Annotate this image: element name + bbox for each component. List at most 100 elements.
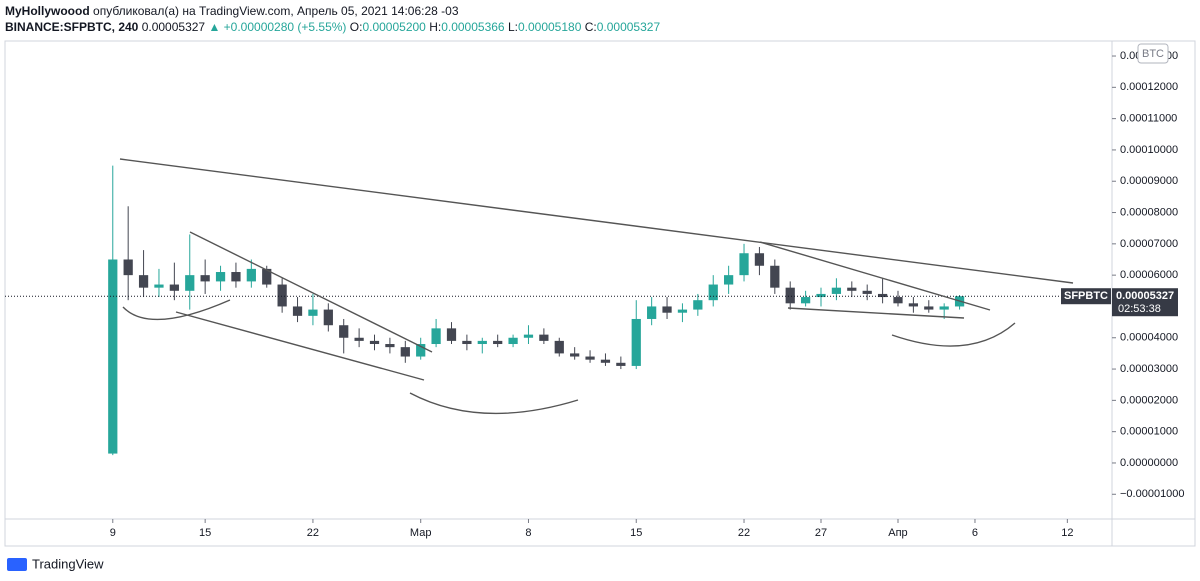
author: MyHollywoood bbox=[5, 4, 90, 18]
y-tick-label: 0.00006000 bbox=[1120, 269, 1178, 281]
trend-line bbox=[189, 231, 433, 353]
candle-body bbox=[246, 268, 256, 282]
arc bbox=[891, 322, 1016, 347]
candle-body bbox=[323, 309, 333, 326]
candle-body bbox=[416, 344, 426, 357]
candle-body bbox=[231, 272, 241, 282]
x-tick-label: 15 bbox=[630, 527, 642, 539]
candle-body bbox=[908, 303, 919, 307]
price-tag-symbol: SFPBTC bbox=[1064, 290, 1108, 302]
candle-body bbox=[800, 297, 811, 304]
header-line: MyHollywoood опубликовал(а) на TradingVi… bbox=[5, 3, 660, 19]
candle-body bbox=[770, 265, 780, 288]
candle-body bbox=[816, 293, 826, 298]
candle-body bbox=[585, 356, 595, 360]
candle-body bbox=[631, 318, 641, 366]
candle-body bbox=[600, 359, 611, 363]
l-label: L: bbox=[507, 20, 518, 34]
logo bbox=[7, 558, 27, 571]
y-tick-label: 0.00009000 bbox=[1120, 175, 1178, 187]
candle-body bbox=[431, 328, 441, 345]
candle-body bbox=[570, 353, 580, 357]
candle-body bbox=[169, 284, 179, 291]
candle-body bbox=[939, 306, 949, 310]
price-tag-countdown: 02:53:38 bbox=[1118, 303, 1161, 315]
y-tick-label: 0.00002000 bbox=[1120, 394, 1178, 406]
candle-body bbox=[477, 340, 487, 345]
y-tick-label: −0.00001000 bbox=[1120, 488, 1185, 500]
candle-body bbox=[138, 275, 149, 288]
c-label: C: bbox=[584, 20, 597, 34]
trend-line bbox=[119, 158, 1074, 284]
x-tick-label: Мар bbox=[410, 527, 432, 539]
price-tag-symbol-bg bbox=[1061, 288, 1111, 305]
plot bbox=[5, 165, 1112, 456]
candle-body bbox=[185, 275, 195, 291]
candle-body bbox=[616, 362, 626, 366]
x-tick-label: 22 bbox=[307, 527, 319, 539]
candle-body bbox=[862, 290, 872, 294]
candle-body bbox=[154, 284, 164, 288]
y-tick-label: 0.00008000 bbox=[1120, 206, 1178, 218]
x-tick-label: 9 bbox=[110, 527, 116, 539]
candle-body bbox=[123, 259, 133, 276]
y-tick-label: 0.00010000 bbox=[1120, 144, 1178, 156]
candle-body bbox=[539, 334, 549, 341]
logo-icon bbox=[7, 558, 27, 571]
candle-body bbox=[677, 309, 688, 313]
price-tag-price: 0.00005327 bbox=[1116, 290, 1174, 302]
candle-body bbox=[108, 259, 118, 454]
y-tick-label: 0.00011000 bbox=[1120, 113, 1177, 125]
y-tick-label: 0.00012000 bbox=[1120, 81, 1178, 93]
h-label: H: bbox=[429, 20, 442, 34]
currency-badge bbox=[1137, 43, 1169, 64]
y-tick-label: 0.00003000 bbox=[1120, 363, 1178, 375]
price-tag-bg bbox=[1112, 288, 1178, 317]
y-tick-label: 0.00004000 bbox=[1120, 332, 1178, 344]
trend-line bbox=[175, 311, 425, 381]
candle-body bbox=[877, 293, 888, 298]
frame bbox=[4, 40, 1196, 547]
o: 0.00005200 bbox=[362, 20, 426, 34]
h: 0.00005366 bbox=[441, 20, 505, 34]
y-tick-label: 0.00001000 bbox=[1120, 426, 1178, 438]
candle-body bbox=[200, 275, 210, 282]
candle-body bbox=[339, 325, 349, 338]
candle-body bbox=[508, 337, 518, 345]
symbol: BINANCE:SFPBTC, 240 bbox=[5, 20, 139, 34]
candle-body bbox=[215, 272, 226, 282]
drawings bbox=[119, 158, 1074, 415]
candle-body bbox=[847, 287, 857, 291]
candle-body bbox=[693, 300, 703, 310]
candle-body bbox=[647, 306, 657, 319]
candle-body bbox=[708, 284, 718, 301]
candle-body bbox=[369, 340, 380, 345]
candle-body bbox=[277, 284, 287, 307]
candle-body bbox=[924, 306, 934, 310]
candle-body bbox=[308, 309, 318, 316]
candle-body bbox=[446, 328, 457, 341]
candle-body bbox=[462, 340, 472, 345]
candle-body bbox=[754, 253, 765, 266]
candle-body bbox=[400, 347, 410, 357]
candle-body bbox=[523, 334, 534, 338]
c: 0.00005327 bbox=[596, 20, 661, 34]
trend-line bbox=[759, 241, 991, 311]
y-tick-label: 0.00000000 bbox=[1120, 457, 1178, 469]
currency: BTC bbox=[1142, 48, 1164, 60]
footer: TradingView bbox=[32, 556, 104, 571]
header: MyHollywoood опубликовал(а) на TradingVi… bbox=[5, 3, 660, 35]
y-tick-label: 0.00007000 bbox=[1120, 238, 1178, 250]
x-tick-label: 22 bbox=[738, 527, 750, 539]
published: опубликовал(а) на TradingView.com, Апрел… bbox=[93, 4, 459, 18]
x-tick-label: 6 bbox=[972, 527, 978, 539]
candle-body bbox=[785, 287, 795, 304]
candle-body bbox=[292, 306, 303, 316]
trend-line bbox=[787, 307, 965, 319]
header-line: BINANCE:SFPBTC, 240 0.00005327 ▲ +0.0000… bbox=[5, 19, 660, 35]
candle-body bbox=[893, 297, 903, 304]
l: 0.00005180 bbox=[517, 20, 582, 34]
x-tick-label: 8 bbox=[525, 527, 531, 539]
